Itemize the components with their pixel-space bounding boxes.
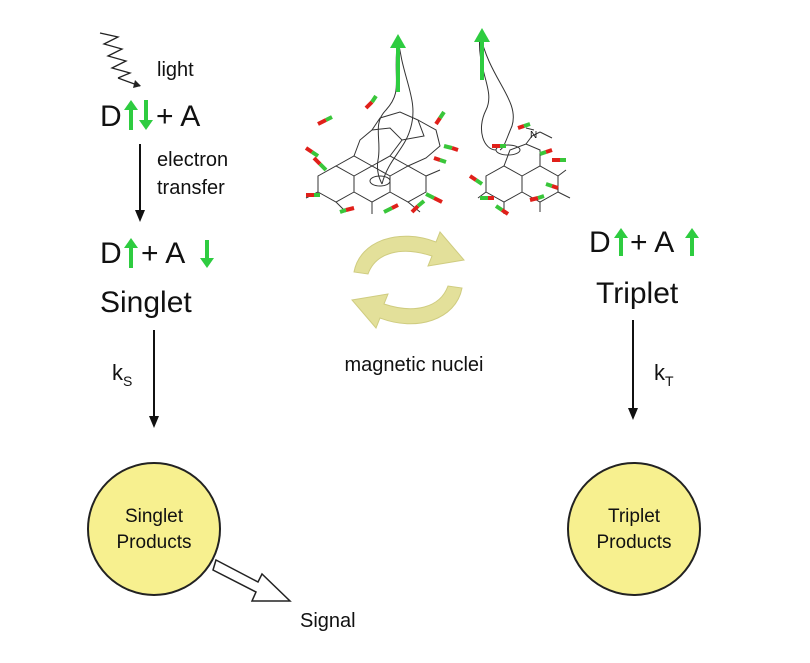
donor-label: D bbox=[100, 100, 122, 133]
triplet-rate-k: k bbox=[654, 360, 666, 385]
singlet-state-label: Singlet bbox=[100, 286, 192, 319]
triplet-products-line2: Products bbox=[597, 532, 672, 553]
triplet-pair-donor-label: D bbox=[589, 226, 611, 259]
acceptor-molecule-illustration: N bbox=[468, 28, 571, 216]
nitrogen-symbol: N bbox=[530, 130, 537, 141]
pair-donor-label: D bbox=[100, 237, 122, 270]
electron-transfer-arrowhead bbox=[135, 210, 145, 222]
electron-label: electron bbox=[157, 149, 228, 171]
triplet-rate-sub: T bbox=[665, 373, 674, 389]
spin-up-arrow-icon bbox=[124, 100, 138, 130]
triplet-rate-arrowhead bbox=[628, 408, 638, 420]
light-label: light bbox=[157, 59, 194, 81]
singlet-rate-sub: S bbox=[123, 373, 132, 389]
triplet-state-label: Triplet bbox=[596, 277, 679, 310]
triplet-pair-acceptor-label: + A bbox=[630, 226, 674, 259]
triplet-products-node bbox=[567, 462, 701, 596]
pair-acceptor-label: + A bbox=[141, 237, 185, 270]
spin-up-arrow-icon bbox=[614, 228, 628, 256]
singlet-products-line1: Singlet bbox=[125, 506, 184, 527]
spin-up-arrow-icon bbox=[685, 228, 699, 256]
wavy-light-icon bbox=[99, 32, 141, 88]
spin-up-arrow-icon bbox=[124, 238, 138, 268]
magnetic-nuclei-label: magnetic nuclei bbox=[345, 354, 484, 376]
spin-down-arrow-icon bbox=[139, 100, 153, 130]
singlet-rate-k: k bbox=[112, 360, 124, 385]
singlet-products-line2: Products bbox=[117, 532, 192, 553]
donor-molecule-illustration bbox=[304, 34, 459, 214]
signal-label: Signal bbox=[300, 610, 356, 632]
spin-down-arrow-icon bbox=[200, 240, 214, 268]
acceptor-label: + A bbox=[156, 100, 200, 133]
triplet-products-line1: Triplet bbox=[608, 506, 661, 527]
transfer-label: transfer bbox=[157, 177, 225, 199]
singlet-products-node bbox=[87, 462, 221, 596]
singlet-rate-arrowhead bbox=[149, 416, 159, 428]
hollow-arrow-icon bbox=[212, 558, 292, 602]
cycle-arrows-icon bbox=[351, 231, 465, 329]
